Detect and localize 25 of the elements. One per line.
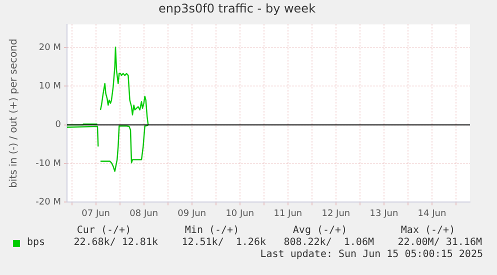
x-tick-label: 08 Jun <box>130 208 158 219</box>
text: Cur (-/+) <box>76 225 132 237</box>
text: 808.22k/ 1.06M <box>282 237 374 249</box>
y-tick-label: 10 M <box>38 82 61 92</box>
y-axis-title: bits in (-) / out (+) per second <box>8 38 20 188</box>
y-tick-label: 20 M <box>38 42 61 53</box>
x-tick-label: 10 Jun <box>226 208 254 219</box>
chart-title: enp3s0f0 traffic - by week <box>158 1 316 16</box>
x-tick-label: 13 Jun <box>370 208 398 219</box>
x-tick-label: 09 Jun <box>178 208 206 219</box>
x-tick-label: 14 Jun <box>418 208 446 219</box>
x-tick-label: 07 Jun <box>82 208 110 219</box>
legend-label: bps <box>27 237 46 249</box>
y-tick-label: -20 M <box>36 198 61 208</box>
x-tick-label: 12 Jun <box>322 208 350 219</box>
text: Max (-/+) <box>400 225 456 237</box>
x-tick-label: 11 Jun <box>274 208 302 219</box>
text: Last update: Sun Jun 15 05:00:15 2025 <box>259 249 484 261</box>
y-tick-label: -10 M <box>36 158 61 169</box>
text: 22.00M/ 31.16M <box>396 237 482 249</box>
text: 22.68k/ 12.81k <box>72 237 158 249</box>
y-tick-label: 0 <box>55 120 62 130</box>
text: Min (-/+) <box>184 225 240 237</box>
text: 12.51k/ 1.26k <box>180 237 266 249</box>
text: Avg (-/+) <box>292 225 348 237</box>
